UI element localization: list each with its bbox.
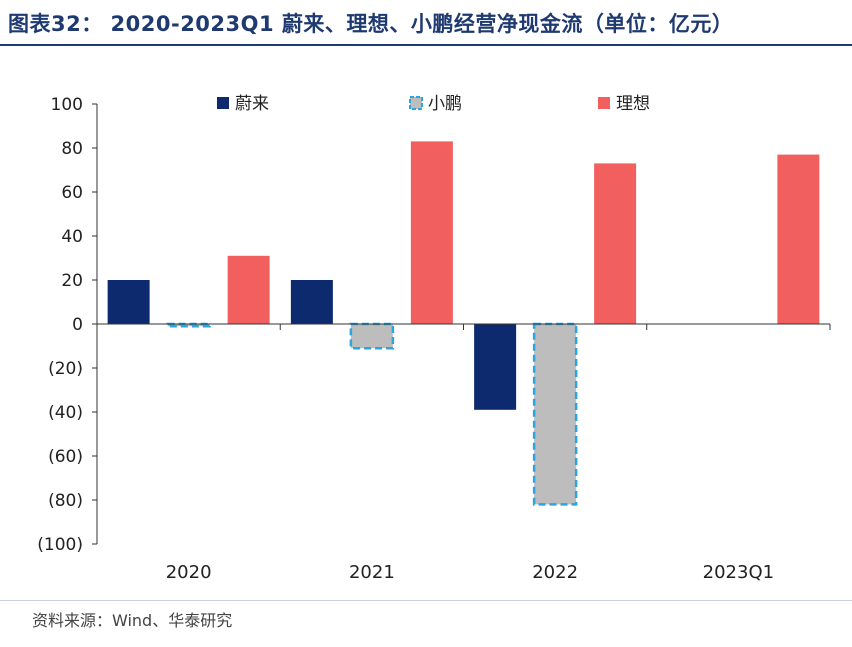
y-tick-label: (100) [37,535,83,555]
y-tick-label: 0 [72,315,83,335]
y-tick-label: (60) [48,447,83,467]
legend-swatch-li [598,97,610,109]
legend-label-xpeng: 小鹏 [428,94,462,114]
y-axis: 100 80 60 40 20 0 (20) (40) (60) (80) (100) [37,95,98,555]
bar-xpeng-2020 [166,322,211,328]
title-divider [0,44,852,46]
figure-header: 图表32： 2020-2023Q1 蔚来、理想、小鹏经营净现金流（单位：亿元） [0,0,852,48]
bar-li-2023q1 [777,154,820,324]
legend-swatch-nio [217,97,229,109]
bar-xpeng-2021 [349,322,395,350]
x-axis: 2020 2021 2022 2023Q1 [96,323,831,583]
bar-group [107,141,820,506]
y-tick-label: 100 [51,95,83,115]
chart-legend: 蔚来 小鹏 理想 [217,94,650,114]
legend-label-li: 理想 [616,94,650,114]
figure-source: 资料来源：Wind、华泰研究 [32,611,233,630]
x-tick-label: 2020 [166,562,212,583]
y-tick-label: 20 [61,271,83,291]
y-tick-label: (80) [48,491,83,511]
y-tick-label: 40 [61,227,83,247]
y-tick-label: 60 [61,183,83,203]
source-divider [0,600,852,601]
x-tick-label: 2022 [532,562,578,583]
bar-chart: 蔚来 小鹏 理想 100 80 60 40 20 0 (20) (40) (60) (80) (100)… [37,94,831,583]
y-tick-label: (40) [48,403,83,423]
bar-li-2020 [227,255,270,324]
bar-nio-2022 [474,324,517,410]
x-tick-label: 2023Q1 [703,562,774,583]
y-tick-label: (20) [48,359,83,379]
y-tick-label: 80 [61,139,83,159]
bar-xpeng-2022 [532,322,578,506]
x-tick-label: 2021 [349,562,395,583]
legend-swatch-xpeng [409,96,423,110]
legend-label-nio: 蔚来 [235,94,269,114]
bar-nio-2020 [107,280,150,324]
bar-li-2022 [594,163,637,324]
bar-li-2021 [410,141,453,324]
figure-title: 图表32： 2020-2023Q1 蔚来、理想、小鹏经营净现金流（单位：亿元） [8,12,734,36]
bar-nio-2021 [290,280,333,324]
